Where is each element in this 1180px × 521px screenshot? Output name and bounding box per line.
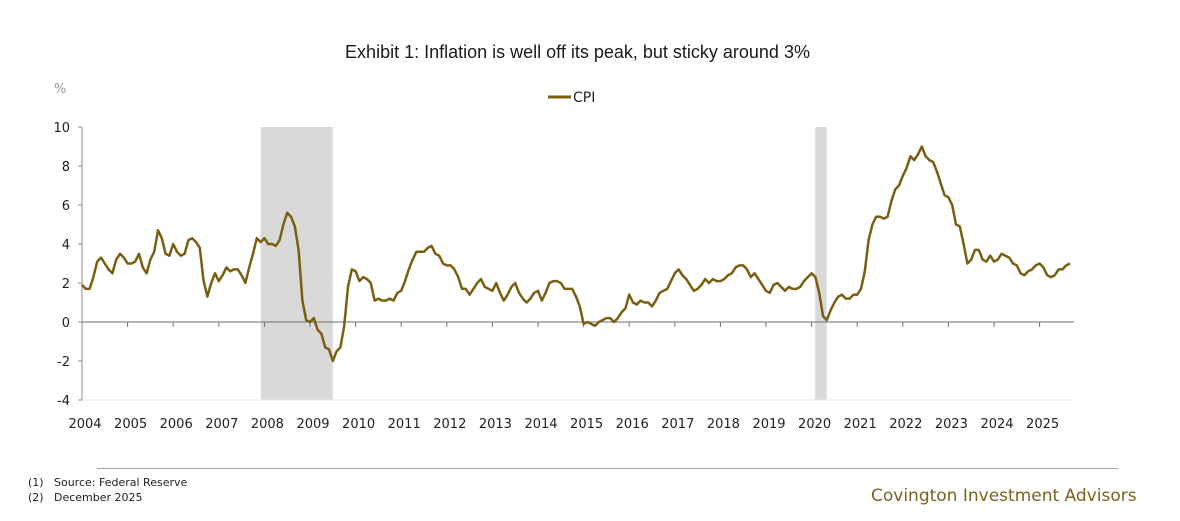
legend-label-cpi: CPI <box>573 90 595 106</box>
footnote-text: December 2025 <box>54 491 143 504</box>
x-tick-label: 2024 <box>980 417 1013 432</box>
x-tick-label: 2011 <box>388 417 421 432</box>
x-tick-label: 2012 <box>433 417 466 432</box>
x-tick-label: 2025 <box>1026 417 1059 432</box>
y-axis-unit-label: % <box>54 82 66 97</box>
x-tick-label: 2021 <box>844 417 877 432</box>
footnote: (2) December 2025 <box>28 490 187 505</box>
x-tick-label: 2020 <box>798 417 831 432</box>
x-tick-label: 2006 <box>160 417 193 432</box>
y-tick-label: -2 <box>57 355 70 370</box>
footnote: (1) Source: Federal Reserve <box>28 475 187 490</box>
y-tick-label: 8 <box>62 160 70 175</box>
x-tick-label: 2010 <box>342 417 375 432</box>
x-tick-label: 2016 <box>616 417 649 432</box>
series-line-cpi <box>81 145 1071 363</box>
footnotes: (1) Source: Federal Reserve (2) December… <box>28 475 187 505</box>
x-tick-label: 2017 <box>661 417 694 432</box>
y-tick-label: 2 <box>62 277 70 292</box>
x-tick-label: 2023 <box>935 417 968 432</box>
x-tick-label: 2014 <box>524 417 557 432</box>
x-tick-label: 2007 <box>205 417 238 432</box>
axes: -4 -2 0 2 4 6 8 10% 2004 2005 2006 2007 2008 2009 2010… <box>53 82 1074 432</box>
x-tick-label: 2004 <box>68 417 101 432</box>
x-tick-label: 2019 <box>752 417 785 432</box>
x-tick-label: 2005 <box>114 417 147 432</box>
y-tick-label: 4 <box>62 238 70 253</box>
series <box>81 145 1071 363</box>
recession-shading <box>260 127 827 400</box>
footnote-number: (1) <box>28 476 44 489</box>
x-tick-label: 2015 <box>570 417 603 432</box>
x-tick-label: 2008 <box>251 417 284 432</box>
brand-name: Covington Investment Advisors <box>871 486 1137 506</box>
x-tick-label: 2013 <box>479 417 512 432</box>
footer-divider <box>97 468 1118 469</box>
y-tick-label: 0 <box>62 316 70 331</box>
y-tick-label: 10 <box>53 121 70 136</box>
x-tick-label: 2018 <box>707 417 740 432</box>
x-tick-label: 2022 <box>889 417 922 432</box>
chart-title: Exhibit 1: Inflation is well off its pea… <box>345 42 810 62</box>
y-tick-label: 6 <box>62 199 70 214</box>
legend: CPI <box>548 90 595 106</box>
y-tick-label: -4 <box>57 394 70 409</box>
recession-band <box>260 127 333 400</box>
footnote-text: Source: Federal Reserve <box>54 476 188 489</box>
footnote-number: (2) <box>28 491 44 504</box>
x-tick-label: 2009 <box>296 417 329 432</box>
recession-band <box>815 127 827 400</box>
